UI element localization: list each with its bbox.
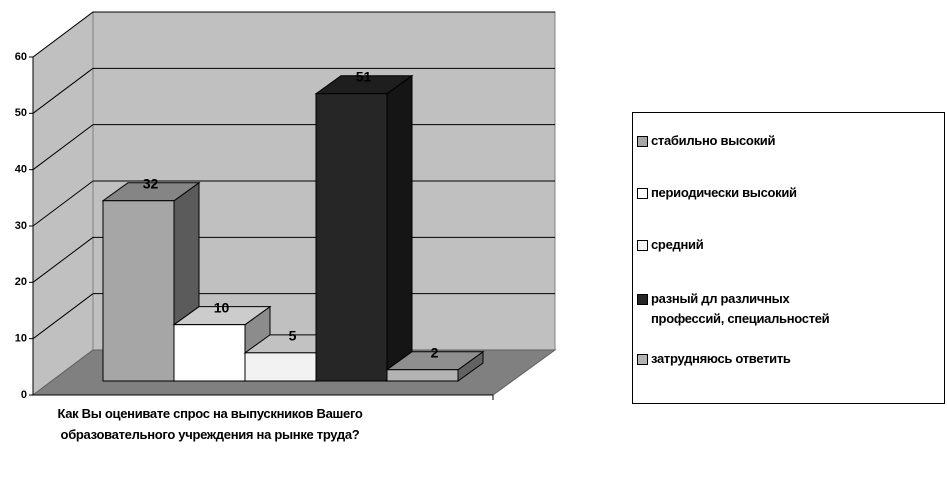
bar xyxy=(173,324,246,382)
legend-item: стабильно высокий xyxy=(637,131,937,151)
y-tick-label: 0 xyxy=(21,389,27,401)
category-label: Как Вы оценивате спрос на выпускников Ва… xyxy=(57,406,363,442)
legend-item: периодически высокий xyxy=(637,183,937,203)
data-label: 5 xyxy=(289,328,297,344)
data-label: 2 xyxy=(431,344,439,360)
legend-swatch xyxy=(637,136,648,147)
y-tick-label: 50 xyxy=(15,107,27,119)
legend-label: стабильно высокий xyxy=(651,133,776,148)
data-label: 51 xyxy=(356,68,372,84)
grid-line xyxy=(32,293,94,340)
grid-line xyxy=(32,180,94,227)
legend-item: затрудняюсь ответить xyxy=(637,349,937,369)
legend-item: разный дл различных профессий, специальн… xyxy=(637,289,937,329)
legend: стабильно высокий периодически высокий сре… xyxy=(632,112,945,404)
grid-line xyxy=(32,236,94,283)
data-label: 32 xyxy=(143,175,159,191)
y-tick-label: 40 xyxy=(15,164,27,176)
bar-side xyxy=(386,74,413,382)
bar xyxy=(386,369,459,382)
y-tick-label: 60 xyxy=(15,51,27,63)
legend-label: затрудняюсь ответить xyxy=(651,351,791,366)
bar xyxy=(244,352,317,382)
legend-swatch xyxy=(637,240,648,251)
grid-line xyxy=(32,124,94,171)
legend-swatch xyxy=(637,354,648,365)
y-tick-label: 10 xyxy=(15,333,27,345)
legend-item: средний xyxy=(637,235,937,255)
grid-line xyxy=(32,67,94,114)
legend-swatch xyxy=(637,188,648,199)
bar xyxy=(315,93,388,382)
legend-label: периодически высокий xyxy=(651,185,797,200)
y-tick-label: 20 xyxy=(15,276,27,288)
legend-label: средний xyxy=(651,237,704,252)
legend-label: разный дл различных профессий, специальн… xyxy=(651,291,830,326)
y-tick-label: 30 xyxy=(15,220,27,232)
bar xyxy=(102,200,175,382)
legend-swatch xyxy=(637,294,648,305)
data-label: 10 xyxy=(214,299,230,315)
grid-line xyxy=(32,11,94,58)
